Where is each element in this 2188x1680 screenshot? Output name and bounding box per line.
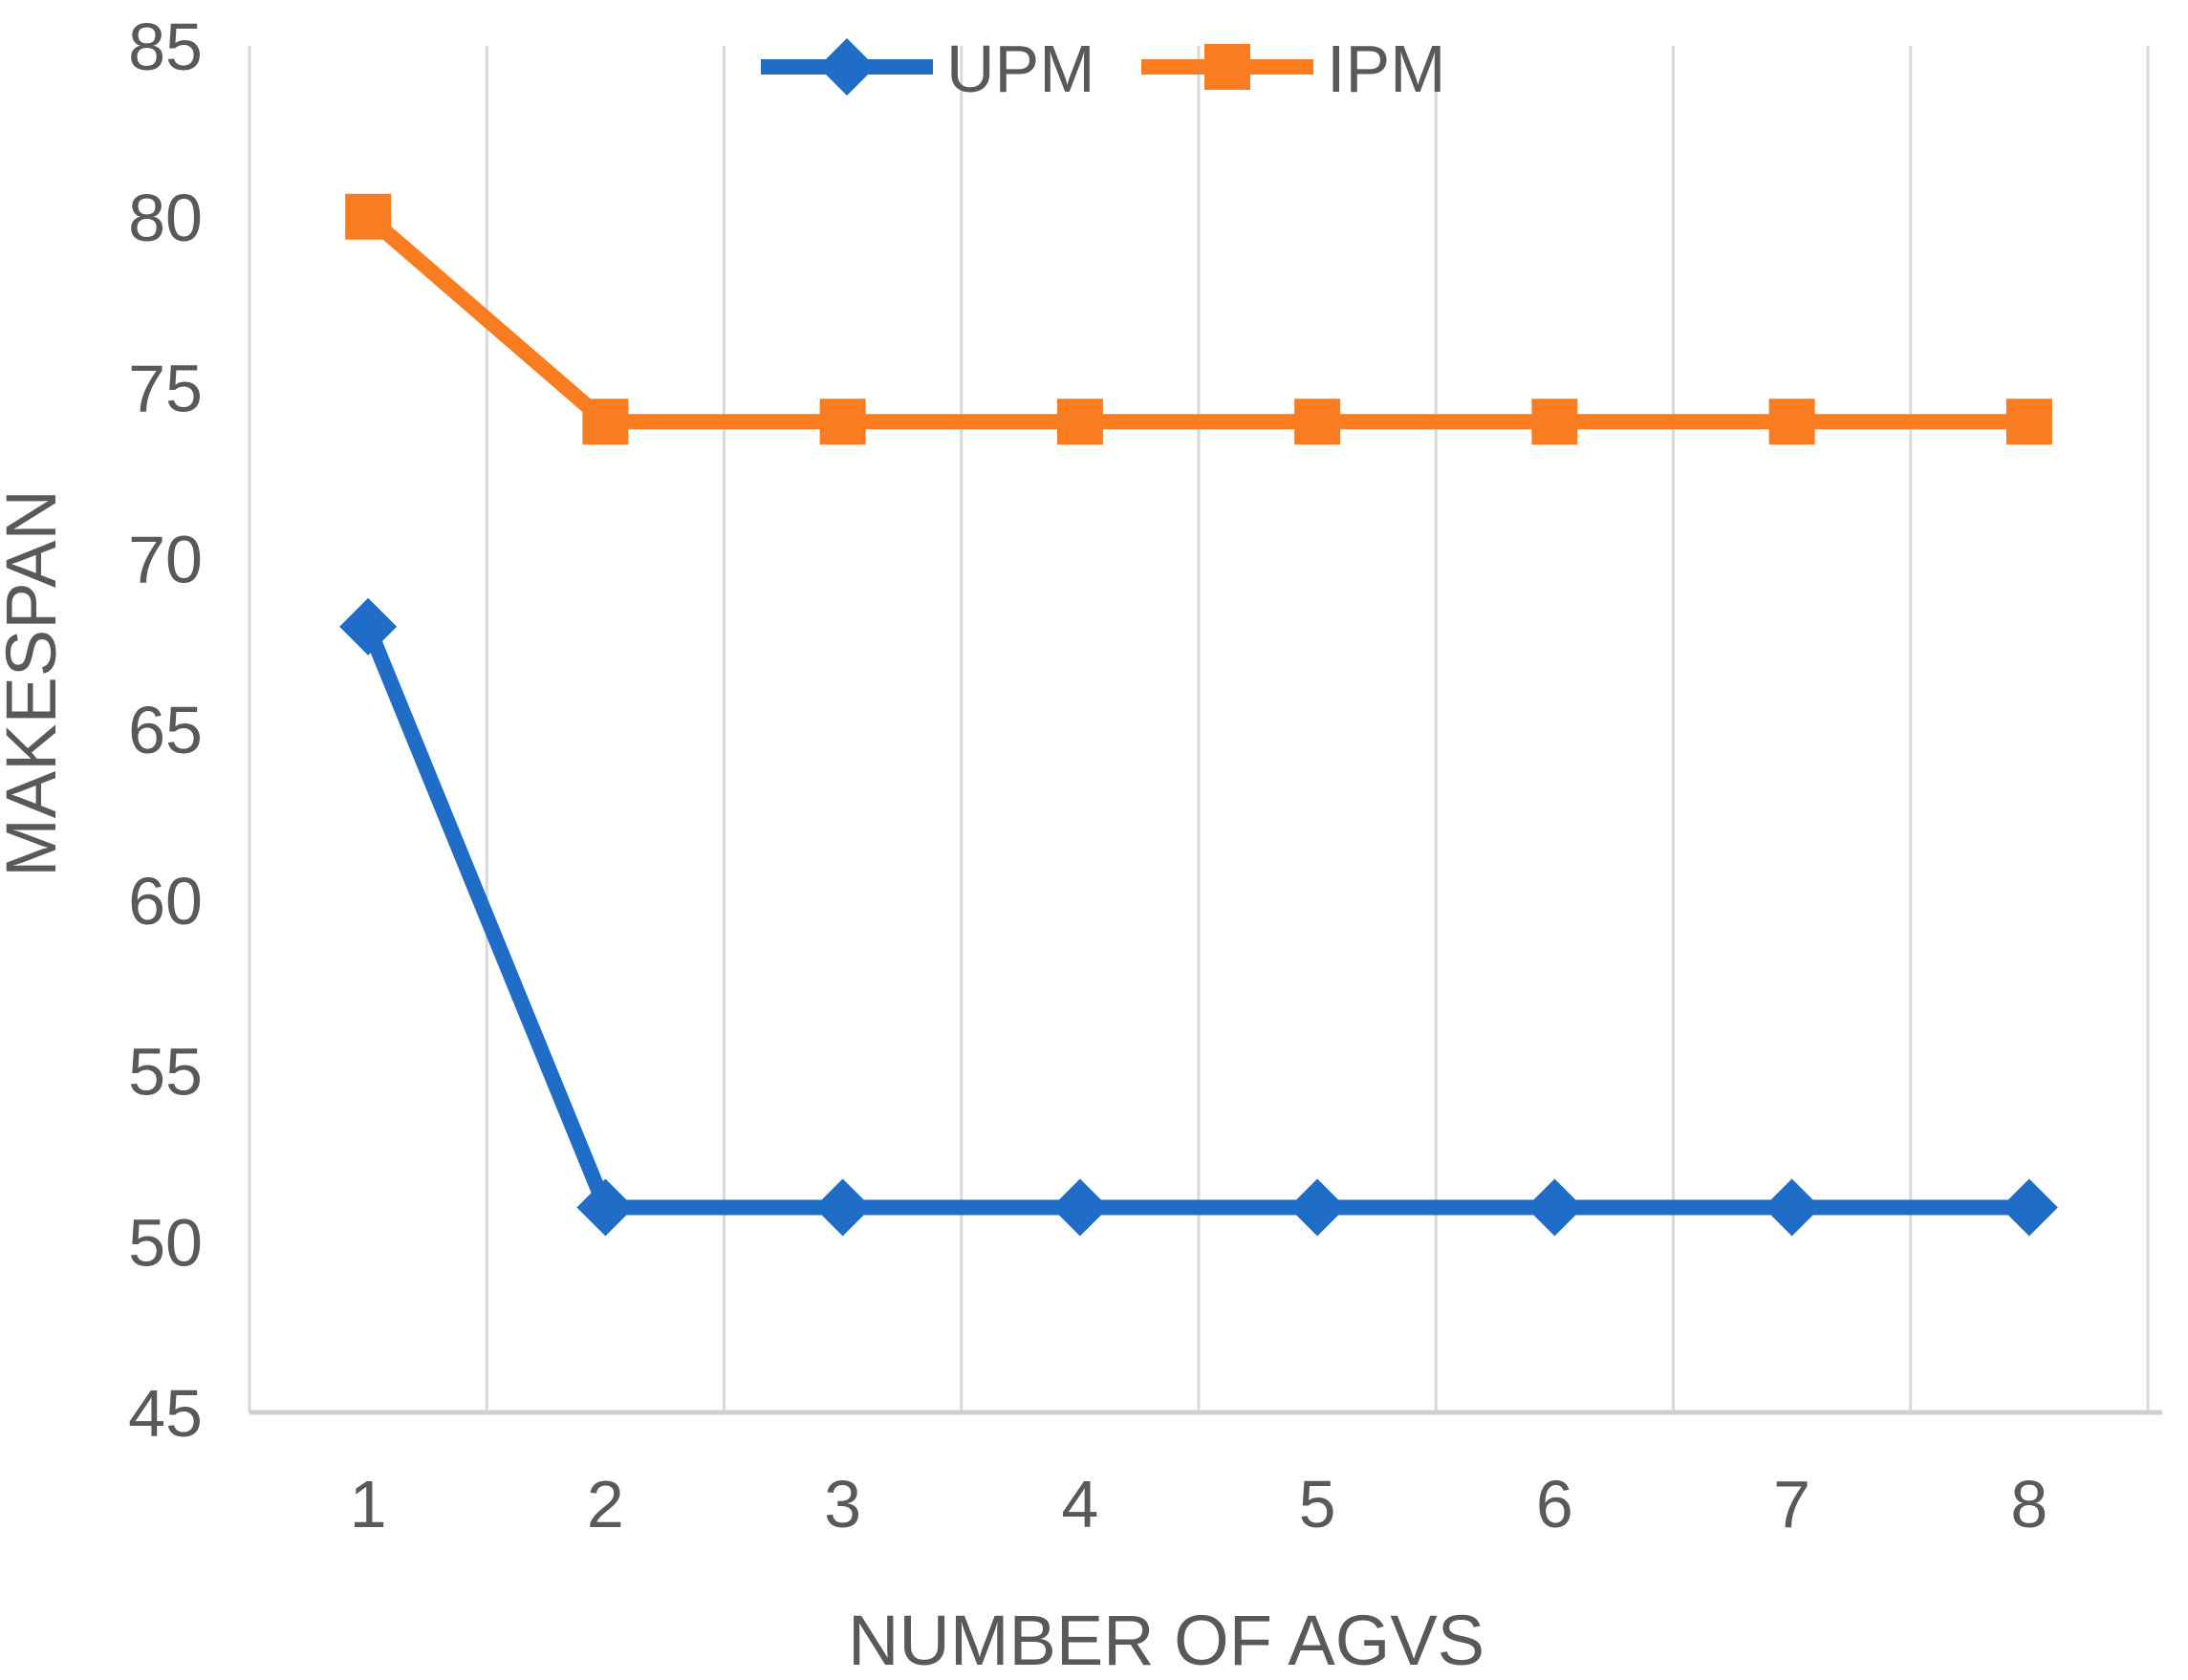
- y-axis-title: MAKESPAN: [0, 489, 71, 877]
- legend-label-upm: UPM: [946, 32, 1095, 106]
- series-line-upm: [360, 623, 2029, 1216]
- legend-marker-square-icon: [1204, 44, 1250, 90]
- data-point-ipm: [819, 398, 866, 445]
- legend-item-upm: UPM: [761, 32, 1095, 106]
- y-tick-label: 85: [128, 10, 203, 84]
- x-tick-label: 3: [824, 1467, 861, 1541]
- legend-item-ipm: IPM: [1141, 32, 1445, 106]
- x-tick-label: 8: [2010, 1467, 2047, 1541]
- y-tick-label: 50: [128, 1205, 203, 1280]
- y-tick-label: 70: [128, 522, 203, 596]
- data-point-ipm: [582, 398, 629, 445]
- gridlines: [248, 46, 2150, 1412]
- legend-label-ipm: IPM: [1327, 32, 1445, 106]
- legend-marker-diamond-icon: [818, 38, 876, 96]
- data-point-ipm: [1056, 398, 1103, 445]
- y-tick-label: 60: [128, 864, 203, 938]
- y-tick-label: 75: [128, 352, 203, 426]
- data-point-ipm: [2005, 398, 2052, 445]
- x-tick-labels: 1 2 3 4 5 6 7 8: [350, 1467, 2048, 1541]
- data-point-upm: [1763, 1178, 1821, 1237]
- data-point-upm: [1289, 1178, 1347, 1237]
- y-tick-labels: 45 50 55 60 65 70 75 80 85: [128, 10, 203, 1451]
- series-upm: [339, 597, 2058, 1237]
- y-tick-label: 80: [128, 181, 203, 255]
- x-tick-label: 1: [350, 1467, 387, 1541]
- legend: UPM IPM: [761, 32, 1445, 106]
- data-point-upm: [1526, 1178, 1584, 1237]
- x-tick-label: 6: [1536, 1467, 1573, 1541]
- x-tick-label: 4: [1061, 1467, 1098, 1541]
- series-ipm: [345, 193, 2052, 445]
- data-series: [339, 193, 2058, 1237]
- x-tick-label: 5: [1299, 1467, 1336, 1541]
- x-axis-title: NUMBER OF AGVS: [848, 1601, 1484, 1680]
- data-point-ipm: [345, 193, 392, 240]
- y-tick-label: 45: [128, 1376, 203, 1451]
- data-point-upm: [1051, 1178, 1109, 1237]
- y-tick-label: 55: [128, 1035, 203, 1109]
- x-tick-label: 7: [1773, 1467, 1810, 1541]
- data-point-ipm: [1294, 398, 1341, 445]
- y-tick-label: 65: [128, 693, 203, 767]
- data-point-upm: [576, 1178, 635, 1237]
- data-point-upm: [2000, 1178, 2058, 1237]
- data-point-ipm: [1768, 398, 1815, 445]
- data-point-ipm: [1531, 398, 1578, 445]
- data-point-upm: [339, 597, 398, 656]
- series-line-ipm: [362, 210, 2029, 430]
- x-tick-label: 2: [587, 1467, 624, 1541]
- data-point-upm: [813, 1178, 872, 1237]
